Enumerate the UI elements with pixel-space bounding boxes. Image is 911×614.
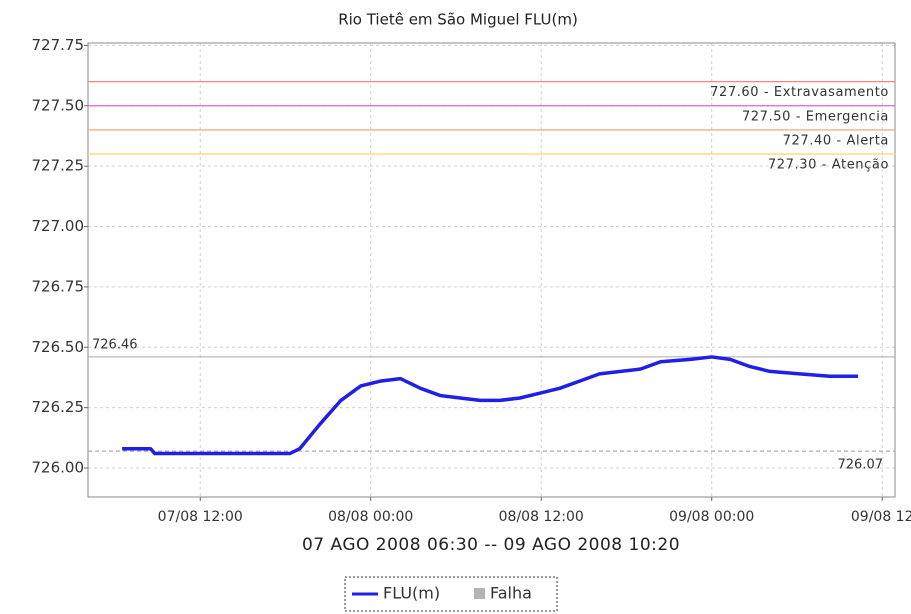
legend-label: FLU(m) bbox=[383, 584, 440, 603]
min-label: 726.07 bbox=[838, 458, 884, 473]
y-tick-label: 726.50 bbox=[32, 338, 85, 356]
series-line bbox=[122, 355, 859, 456]
max-label: 726.46 bbox=[92, 337, 138, 352]
legend-box bbox=[344, 576, 558, 612]
x-tick-label: 08/08 12:00 bbox=[499, 509, 584, 525]
y-tick-label: 727.25 bbox=[32, 157, 85, 175]
x-tick-label: 09/08 00:00 bbox=[669, 509, 754, 525]
y-tick-label: 727.50 bbox=[32, 96, 85, 114]
threshold-label: 727.30 - Atenção bbox=[768, 158, 889, 173]
y-tick-label: 727.00 bbox=[32, 217, 85, 235]
legend: FLU(m) Falha bbox=[344, 576, 558, 612]
x-axis-label: 07 AGO 2008 06:30 -- 09 AGO 2008 10:20 bbox=[302, 535, 680, 555]
threshold-label: 727.60 - Extravasamento bbox=[710, 85, 889, 100]
threshold-label: 727.40 - Alerta bbox=[783, 133, 889, 148]
legend-label: Falha bbox=[490, 584, 532, 603]
y-tick-label: 726.25 bbox=[32, 398, 85, 416]
x-tick-label: 09/08 12 bbox=[851, 509, 911, 525]
y-tick-label: 726.00 bbox=[32, 459, 85, 477]
y-tick-label: 726.75 bbox=[32, 277, 85, 295]
y-tick-label: 727.75 bbox=[32, 36, 85, 54]
threshold-label: 727.50 - Emergencia bbox=[742, 109, 889, 124]
x-tick-label: 08/08 00:00 bbox=[328, 509, 413, 525]
x-tick-label: 07/08 12:00 bbox=[158, 509, 243, 525]
legend-swatch bbox=[474, 588, 485, 599]
chart-title: Rio Tietê em São Miguel FLU(m) bbox=[338, 11, 578, 29]
plot-frame bbox=[87, 42, 896, 498]
